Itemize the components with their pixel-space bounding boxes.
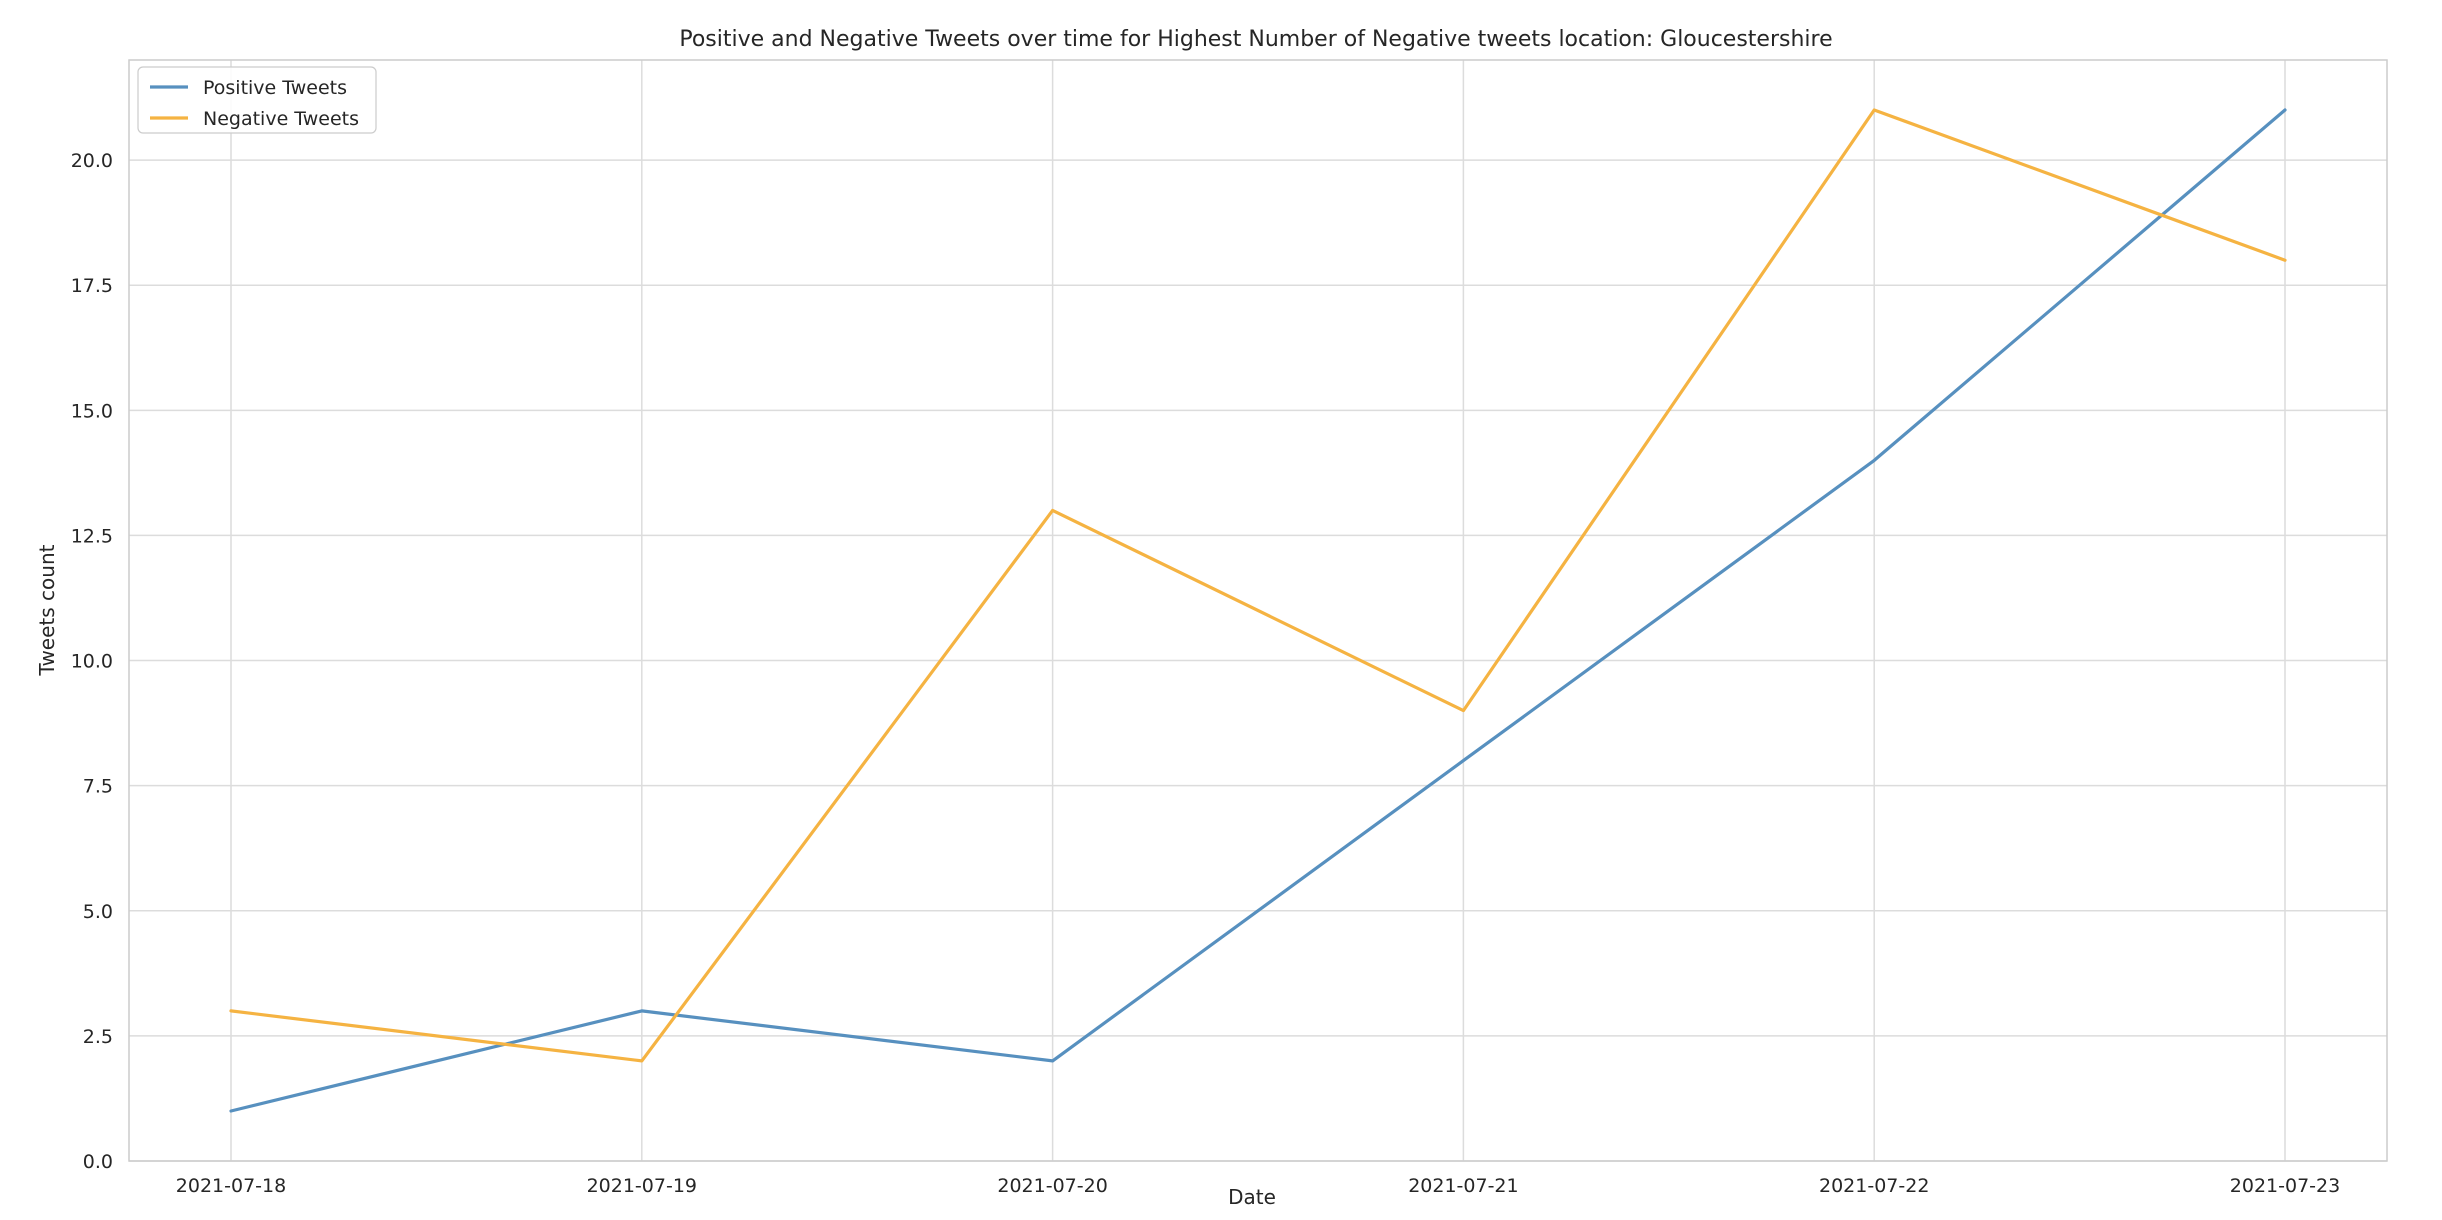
series-lines — [229, 108, 2287, 1113]
plot-area-frame — [128, 59, 2388, 1162]
y-tick-label: 5.0 — [83, 901, 113, 923]
y-tick-label: 12.5 — [71, 525, 113, 547]
y-tick-label: 10.0 — [71, 651, 113, 673]
y-axis-label: Tweets count — [35, 544, 59, 676]
legend-label: Positive Tweets — [203, 77, 347, 99]
x-tick-label: 2021-07-18 — [176, 1175, 286, 1197]
y-axis-ticks: 0.0 2.5 5.0 7.5 10.0 12.5 15.0 17.5 20.0 — [71, 150, 113, 1173]
x-tick-label: 2021-07-23 — [2230, 1175, 2340, 1197]
y-tick-label: 20.0 — [71, 150, 113, 172]
y-tick-label: 17.5 — [71, 275, 113, 297]
series-line-negative — [229, 108, 2287, 1063]
x-tick-label: 2021-07-19 — [587, 1175, 697, 1197]
y-tick-label: 15.0 — [71, 400, 113, 422]
chart-title: Positive and Negative Tweets over time f… — [679, 27, 1832, 52]
y-tick-label: 2.5 — [83, 1026, 113, 1048]
series-line-positive — [229, 108, 2287, 1113]
x-axis-ticks: 2021-07-18 2021-07-19 2021-07-20 2021-07-21… — [176, 1175, 2340, 1197]
legend-label: Negative Tweets — [203, 108, 359, 130]
x-tick-label: 2021-07-21 — [1408, 1175, 1518, 1197]
x-axis-label: Date — [1228, 1185, 1276, 1209]
chart-legend: Positive Tweets Negative Tweets — [137, 66, 377, 134]
y-tick-label: 0.0 — [83, 1151, 113, 1173]
x-tick-label: 2021-07-20 — [997, 1175, 1107, 1197]
y-tick-label: 7.5 — [83, 776, 113, 798]
x-tick-label: 2021-07-22 — [1819, 1175, 1929, 1197]
legend-box — [137, 66, 377, 134]
